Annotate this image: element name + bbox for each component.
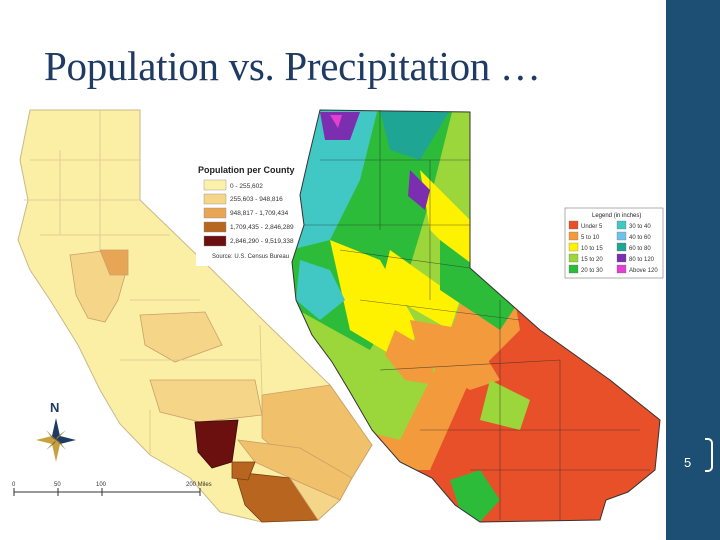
precipitation-legend-label: 5 to 10	[581, 235, 600, 241]
page-number: 5	[684, 455, 692, 470]
population-legend-items: 0 - 255,602 255,603 - 948,816 948,817 - …	[203, 179, 294, 247]
population-source: Source: U.S. Census Bureau	[212, 254, 289, 260]
los-angeles-county	[194, 419, 239, 469]
precipitation-legend: Legend (in inches) Under 5 5 to 10 10 to 1…	[564, 207, 664, 279]
population-legend-title: Population per County	[198, 165, 295, 175]
precipitation-legend-swatch	[616, 242, 627, 252]
precipitation-legend-label: Under 5	[581, 224, 603, 230]
orange-county	[231, 461, 256, 481]
precipitation-legend-swatch	[568, 253, 579, 263]
scale-label: 50	[54, 482, 61, 488]
kern-county	[149, 379, 263, 423]
scale-label: 100	[96, 482, 107, 488]
population-legend-swatch	[203, 235, 227, 247]
population-legend-label: 255,603 - 948,816	[230, 196, 283, 203]
precipitation-legend-label: 15 to 20	[581, 257, 603, 263]
precipitation-legend-title: Legend (in inches)	[592, 213, 641, 219]
san-diego-county	[234, 471, 319, 523]
population-legend-label: 948,817 - 1,709,434	[230, 210, 289, 217]
precipitation-legend-swatch	[616, 231, 627, 241]
imperial-county	[288, 477, 341, 521]
precipitation-legend-label: 80 to 120	[629, 257, 655, 263]
precipitation-legend-swatch	[568, 231, 579, 241]
precipitation-legend-label: 60 to 80	[629, 246, 651, 252]
precipitation-legend-label: 30 to 40	[629, 224, 651, 230]
county-borders	[24, 110, 263, 455]
population-legend-swatch	[203, 207, 227, 219]
population-legend-label: 1,709,435 - 2,846,289	[230, 224, 294, 231]
precipitation-legend-items: Under 5 5 to 10 10 to 15 15 to 20 20 to 30 30…	[568, 220, 658, 274]
population-legend-swatch	[203, 179, 227, 191]
north-label: N	[50, 400, 59, 415]
precipitation-legend-label: Above 120	[629, 268, 658, 274]
north-arrow: N	[36, 400, 76, 462]
precipitation-legend-label: 20 to 30	[581, 268, 603, 274]
compass-rose-icon	[36, 418, 76, 462]
slide-title: Population vs. Precipitation …	[44, 43, 541, 89]
population-legend-swatch	[203, 221, 227, 233]
scale-bar: 0 50 100 200 Miles	[12, 482, 212, 496]
sacramento-county	[99, 249, 129, 276]
population-legend-label: 2,846,290 - 9,519,338	[230, 238, 294, 245]
precipitation-legend-swatch	[616, 220, 627, 230]
precipitation-state-outline	[291, 109, 661, 523]
precipitation-legend-swatch	[616, 264, 627, 274]
scale-label: 0	[12, 482, 16, 488]
scale-label: 200 Miles	[186, 482, 212, 488]
fresno-county	[139, 311, 223, 363]
population-legend: Population per County 0 - 255,602 255,60…	[196, 158, 304, 266]
maps-figure: Population per County 0 - 255,602 255,60…	[12, 109, 664, 523]
precipitation-county-borders	[304, 110, 650, 520]
precipitation-legend-swatch	[568, 220, 579, 230]
page-bracket	[705, 438, 713, 472]
population-legend-swatch	[203, 193, 227, 205]
precipitation-legend-label: 40 to 60	[629, 235, 651, 241]
precipitation-legend-swatch	[568, 264, 579, 274]
precipitation-legend-swatch	[616, 253, 627, 263]
population-legend-label: 0 - 255,602	[230, 183, 263, 190]
population-map: Population per County 0 - 255,602 255,60…	[12, 109, 373, 523]
precipitation-legend-swatch	[568, 242, 579, 252]
precipitation-legend-label: 10 to 15	[581, 246, 603, 252]
